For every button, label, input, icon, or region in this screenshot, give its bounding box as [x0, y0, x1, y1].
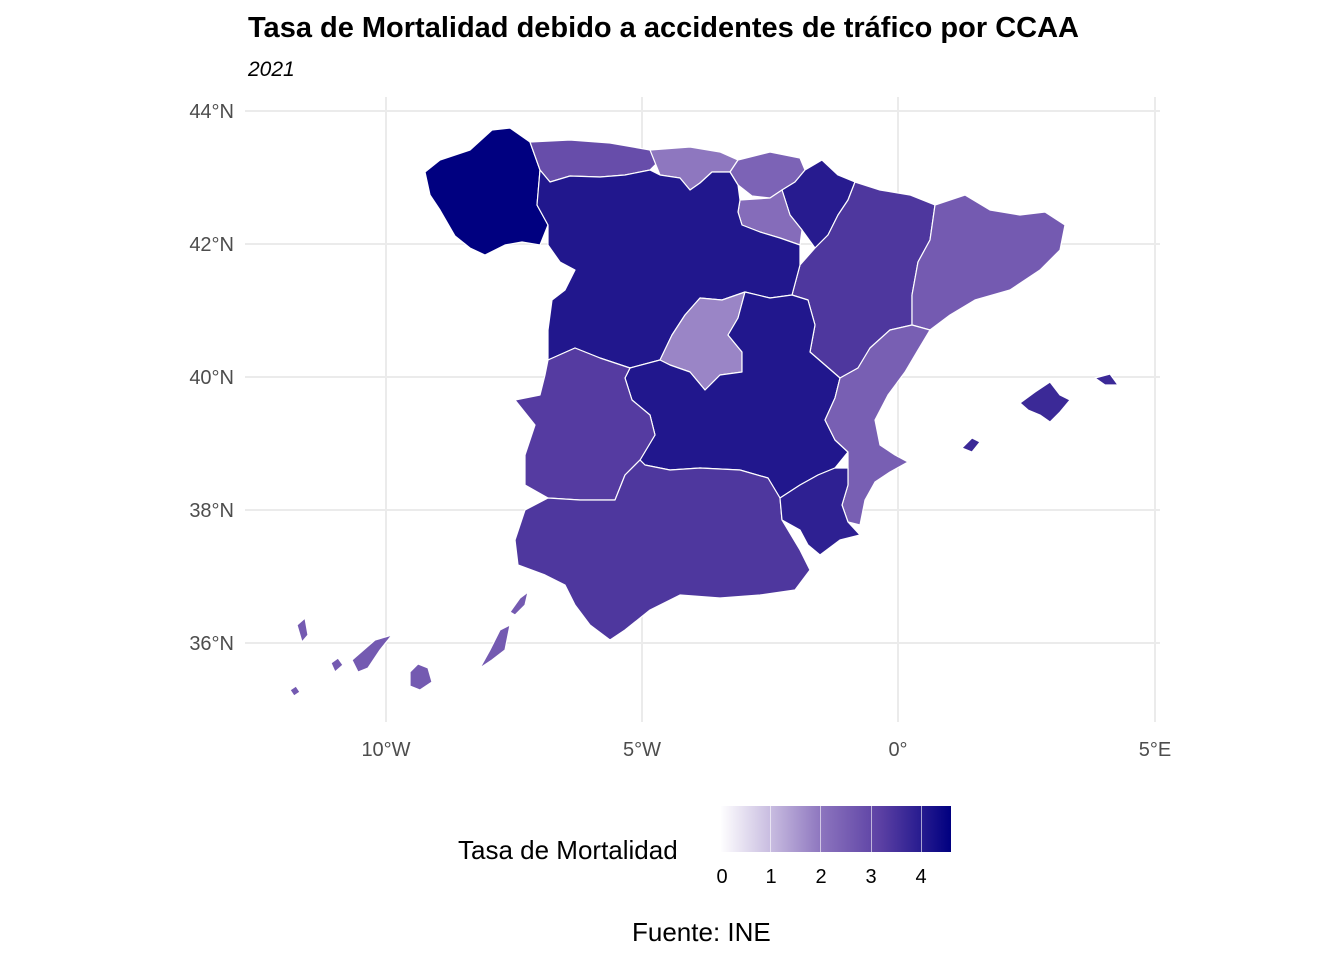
- legend-tick-mark: [871, 806, 872, 852]
- region-comunitat-valenciana: [824, 324, 931, 526]
- legend-tick-mark: [720, 806, 721, 852]
- y-label-40n: 40°N: [189, 367, 234, 389]
- y-label-42n: 42°N: [189, 234, 234, 256]
- legend-tick-0: 0: [716, 866, 728, 888]
- region-galicia: [424, 127, 549, 256]
- region-illes-balears: [961, 373, 1119, 453]
- legend-tick-mark: [921, 806, 922, 852]
- y-label-38n: 38°N: [189, 500, 234, 522]
- legend-tick-3: 3: [865, 866, 877, 888]
- caption-source: Fuente: INE: [632, 917, 771, 947]
- legend-title: Tasa de Mortalidad: [458, 835, 678, 865]
- x-label-10w: 10°W: [361, 739, 410, 761]
- region-canarias: [289, 591, 529, 697]
- y-label-36n: 36°N: [189, 633, 234, 655]
- regions-layer: [289, 127, 1119, 697]
- region-andalucia: [514, 459, 811, 641]
- legend-tick-mark: [820, 806, 821, 852]
- legend-tick-4: 4: [915, 866, 927, 888]
- y-label-44n: 44°N: [189, 101, 234, 123]
- map-panel: 44°N 42°N 40°N 38°N 36°N 10°W 5°W 0° 5°E: [189, 97, 1171, 761]
- legend-tick-1: 1: [765, 866, 777, 888]
- x-label-5e: 5°E: [1139, 739, 1171, 761]
- legend-colorbar: [720, 806, 951, 852]
- legend-tick-mark: [770, 806, 771, 852]
- chart-title: Tasa de Mortalidad debido a accidentes d…: [248, 12, 1079, 44]
- x-label-5w: 5°W: [623, 739, 661, 761]
- chart-subtitle: 2021: [248, 58, 295, 81]
- x-label-0: 0°: [888, 739, 907, 761]
- region-murcia: [779, 467, 861, 556]
- region-cataluna: [911, 194, 1066, 331]
- legend-tick-2: 2: [815, 866, 827, 888]
